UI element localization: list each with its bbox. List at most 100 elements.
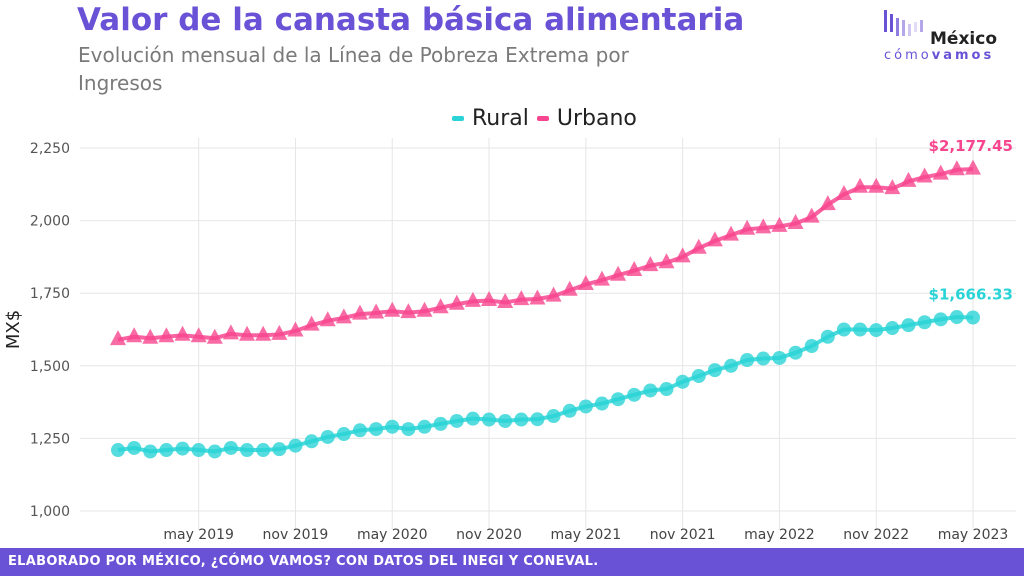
chart-subtitle: Evolución mensual de la Línea de Pobreza… [78,43,629,95]
data-point-rural [949,310,964,325]
data-point-rural [223,440,238,455]
x-tick-label: may 2019 [163,527,234,543]
data-point-rural [336,427,351,442]
data-point-rural [482,412,497,427]
data-point-urbano [577,274,594,290]
data-point-urbano [545,286,562,302]
data-point-urbano [529,289,546,305]
data-point-rural [514,412,529,427]
legend-item-rural: Rural [452,106,529,131]
legend-label-urbano: Urbano [556,105,637,131]
legend-swatch-rural [452,115,464,121]
data-point-urbano [110,330,126,346]
x-tick-label: may 2020 [357,527,428,543]
data-point-rural [772,350,787,365]
data-point-rural [707,363,722,378]
data-point-rural [417,419,432,434]
data-point-rural [594,396,609,411]
data-point-rural [788,345,803,360]
data-point-rural [498,413,513,428]
data-point-rural [659,382,674,397]
data-point-rural [207,444,222,459]
data-point-rural [352,423,367,438]
data-point-rural [675,374,690,389]
data-point-urbano [142,328,159,344]
y-tick-label: 1,000 [30,504,70,520]
data-point-urbano [819,195,836,211]
data-point-rural [272,442,287,457]
y-tick-label: 1,500 [30,359,70,375]
end-value-label-rural: $1,666.33 [929,285,1013,303]
x-tick-label: nov 2020 [456,527,522,543]
legend-swatch-urbano [536,115,549,121]
data-point-urbano [787,214,804,230]
data-point-urbano [674,247,691,263]
data-point-urbano [513,290,530,306]
data-point-rural [256,443,271,458]
data-point-urbano [271,324,288,340]
data-point-urbano [481,290,498,306]
data-point-urbano [351,304,368,320]
mexico-como-vamos-logo: México cómovamos [882,8,1012,68]
data-point-urbano [739,219,756,235]
data-point-urbano [884,179,901,195]
data-point-rural [756,351,771,366]
legend-label-rural: Rural [472,105,529,131]
data-point-urbano [335,308,352,324]
y-axis-label: MX$ [3,310,24,349]
data-point-rural [885,321,900,336]
chart-title: Valor de la canasta básica alimentaria [77,2,745,38]
data-point-rural [385,419,400,434]
data-point-rural [369,422,384,437]
data-point-urbano [723,225,740,241]
data-point-urbano [626,261,643,277]
data-point-urbano [174,325,191,341]
data-point-urbano [593,270,610,286]
data-point-urbano [690,238,707,254]
chart-legend: Rural Urbano [452,102,645,134]
data-point-rural [724,358,739,373]
logo-subtext: cómovamos [884,48,995,63]
end-value-label-urbano: $2,177.45 [929,137,1013,155]
x-tick-label: may 2022 [744,527,815,543]
data-point-urbano [497,292,514,308]
data-point-rural [143,444,158,459]
data-point-urbano [448,294,465,310]
data-point-urbano [464,291,481,307]
x-tick-label: nov 2021 [650,527,716,543]
data-point-rural [111,443,125,458]
data-point-urbano [287,321,304,337]
data-point-urbano [303,315,320,331]
data-point-urbano [368,303,385,319]
data-point-rural [869,323,884,338]
logo-text: México [930,29,997,49]
data-point-rural [433,416,448,431]
data-point-urbano [706,231,723,247]
bars-logo-icon [884,10,923,36]
data-point-rural [691,368,706,383]
data-point-urbano [416,301,433,317]
y-tick-label: 1,750 [30,286,70,302]
data-point-urbano [561,280,578,296]
data-point-urbano [932,164,949,180]
legend-item-urbano: Urbano [536,105,637,131]
y-tick-label: 2,250 [30,141,70,157]
data-point-urbano [948,160,965,176]
x-tick-label: may 2023 [938,527,1009,543]
data-point-rural [240,443,255,458]
data-point-rural [465,411,480,426]
data-point-urbano [835,184,852,200]
y-tick-label: 1,250 [30,431,70,447]
data-point-rural [643,383,658,398]
data-point-urbano [965,159,981,175]
y-tick-label: 2,000 [30,214,70,230]
x-tick-label: may 2021 [551,527,622,543]
data-point-rural [820,329,835,344]
data-point-urbano [255,325,272,341]
data-point-rural [853,322,868,337]
data-point-urbano [610,265,627,281]
data-point-urbano [916,167,933,183]
data-point-rural [804,339,819,354]
data-point-urbano [900,171,917,187]
data-point-rural [836,322,851,337]
